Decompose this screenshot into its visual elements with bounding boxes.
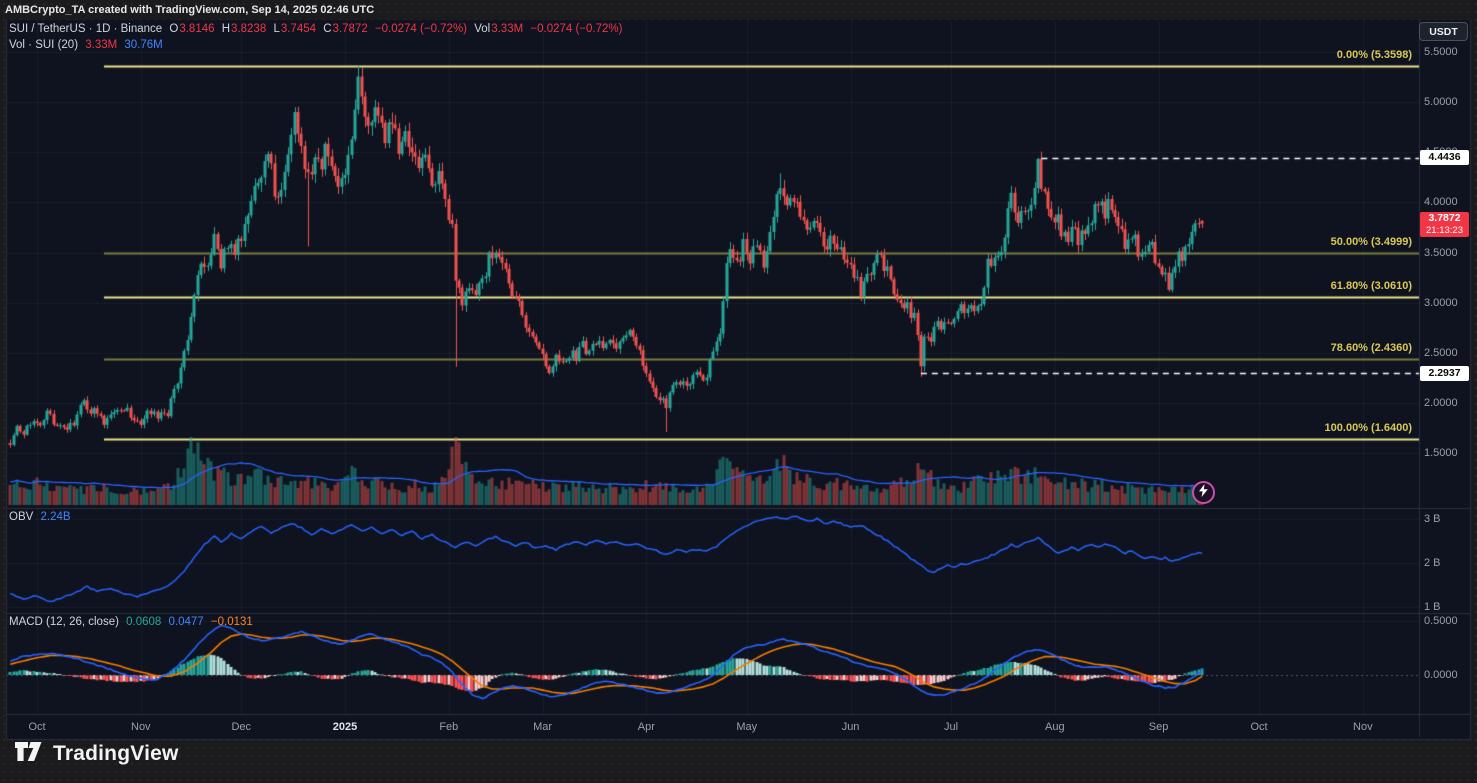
time-axis-label: May [736, 721, 758, 733]
obv-tick-label: 1 B [1424, 601, 1441, 613]
volume-indicator-legend: Vol · SUI (20) 3.33M 30.76M [9, 39, 167, 51]
instant-trading-button[interactable] [1192, 481, 1215, 504]
obv-legend: OBV 2.24B [9, 511, 75, 523]
time-axis-label: 2025 [332, 721, 358, 733]
low-value: 3.7454 [280, 23, 317, 35]
price-tick-label: 2.5000 [1424, 346, 1458, 359]
obv-tick-label: 3 B [1424, 513, 1441, 525]
volume-label: Vol [474, 23, 491, 35]
macd-tick-label: 0.5000 [1424, 615, 1458, 627]
obv-value: 2.24B [40, 511, 71, 523]
price-tick-label: 5.0000 [1424, 96, 1458, 109]
time-axis-label: Oct [1250, 721, 1268, 733]
price-tick-label: 1.5000 [1424, 447, 1458, 459]
price-tick-label: 4.0000 [1424, 196, 1458, 209]
tradingview-mark-icon [14, 741, 44, 767]
change-value: −0.0274 (−0.72%) [374, 23, 468, 35]
last-price-label: 3.7872 21:13:23 [1420, 212, 1469, 237]
tradingview-logo[interactable]: TradingView [14, 741, 179, 767]
volume-ma-value: 30.76M [124, 39, 163, 51]
macd-signal-value: −0.0131 [210, 616, 253, 628]
time-axis-label: Feb [439, 721, 459, 733]
symbol-legend-row: SUI / TetherUS · 1D · Binance O3.8146 H3… [9, 23, 626, 35]
currency-toggle-button[interactable]: USDT [1419, 22, 1468, 41]
time-axis-label: Nov [131, 721, 151, 733]
low-label: L [273, 23, 280, 35]
time-axis-label: Aug [1044, 721, 1065, 733]
lightning-icon [1198, 483, 1209, 502]
price-tick-label: 5.5000 [1424, 46, 1458, 58]
obv-tick-label: 2 B [1424, 557, 1441, 569]
tradingview-wordmark: TradingView [53, 742, 179, 765]
time-axis-label: Sep [1148, 721, 1169, 733]
macd-line-value: 0.0477 [168, 616, 204, 628]
close-label: C [323, 23, 332, 35]
macd-legend: MACD (12, 26, close) 0.0608 0.0477 −0.01… [9, 616, 257, 628]
alert-price-label-low: 2.2937 [1420, 365, 1469, 381]
time-axis-label: Dec [231, 721, 251, 733]
bar-countdown: 21:13:23 [1426, 225, 1463, 236]
fib-level-label: 61.80% (3.0610) [1330, 279, 1412, 292]
time-axis-label: Mar [533, 721, 553, 733]
volume-indicator-title: Vol · SUI (20) [9, 39, 79, 51]
volume-change: −0.0274 (−0.72%) [530, 23, 623, 35]
fib-level-label: 100.00% (1.6400) [1324, 421, 1412, 434]
time-axis-label: Jul [943, 721, 959, 733]
fib-level-label: 50.00% (3.4999) [1330, 235, 1412, 248]
price-tick-label: 3.0000 [1424, 296, 1458, 309]
fib-level-label: 78.60% (2.4360) [1330, 342, 1412, 355]
time-axis-label: Apr [637, 721, 655, 733]
time-axis-label: Nov [1353, 721, 1373, 733]
macd-tick-label: 0.0000 [1424, 669, 1458, 681]
price-tick-label: 3.5000 [1424, 246, 1458, 259]
macd-hist-value: 0.0608 [126, 616, 162, 628]
macd-title: MACD (12, 26, close) [9, 616, 119, 628]
time-axis-label: Oct [28, 721, 46, 733]
volume-indicator-value: 3.33M [85, 39, 118, 51]
page-title: AMBCrypto_TA created with TradingView.co… [5, 4, 375, 16]
time-axis-label: Jun [841, 721, 860, 733]
last-price-value: 3.7872 [1428, 212, 1461, 224]
volume-value: 3.33M [491, 23, 524, 35]
open-value: 3.8146 [179, 23, 215, 35]
fib-level-label: 0.00% (5.3598) [1336, 49, 1412, 62]
alert-price-label-high: 4.4436 [1420, 150, 1469, 166]
high-value: 3.8238 [231, 23, 267, 35]
open-label: O [169, 23, 179, 35]
price-tick-label: 2.0000 [1424, 396, 1458, 409]
high-label: H [221, 23, 231, 35]
obv-title: OBV [9, 511, 34, 523]
symbol-title: SUI / TetherUS · 1D · Binance [9, 23, 163, 35]
close-value: 3.7872 [332, 23, 368, 35]
